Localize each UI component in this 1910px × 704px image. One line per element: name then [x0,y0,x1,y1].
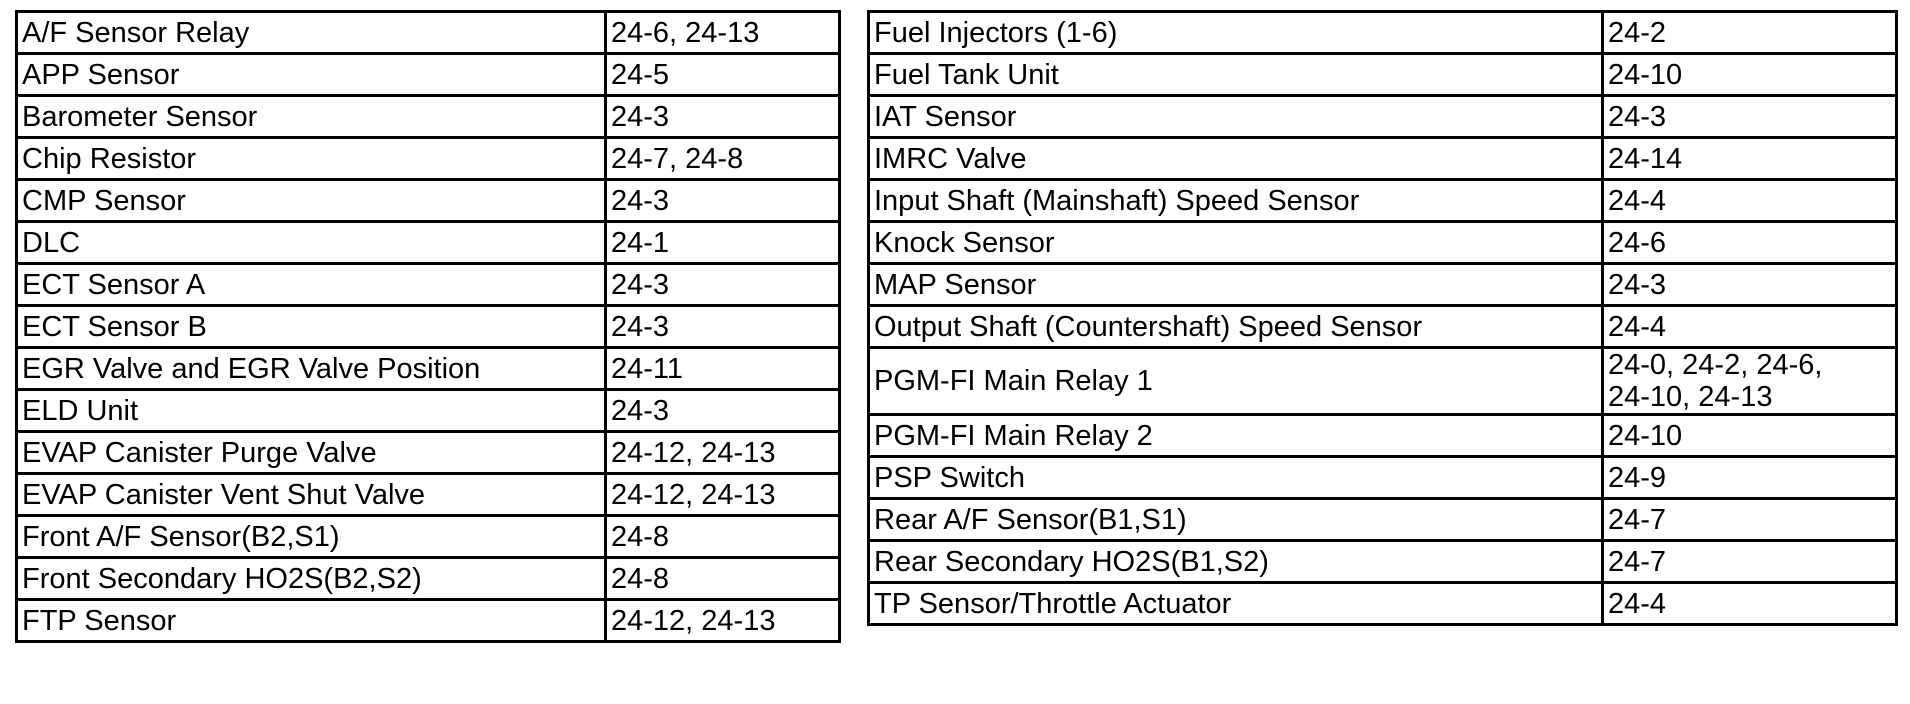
component-name: Output Shaft (Countershaft) Speed Sensor [867,304,1604,349]
table-row: Knock Sensor 24-6 [867,220,1898,265]
table-row: Chip Resistor 24-7, 24-8 [15,136,841,181]
page-reference: 24-6, 24-13 [604,10,841,55]
component-name: APP Sensor [15,52,607,97]
table-row: IMRC Valve 24-14 [867,136,1898,181]
page-reference: 24-7 [1601,539,1898,584]
component-name: Input Shaft (Mainshaft) Speed Sensor [867,178,1604,223]
component-name: IMRC Valve [867,136,1604,181]
component-name: Front Secondary HO2S(B2,S2) [15,556,607,601]
component-name: PSP Switch [867,455,1604,500]
component-name: MAP Sensor [867,262,1604,307]
page-reference: 24-11 [604,346,841,391]
page-reference-line: 24-0, 24-2, 24-6, [1608,349,1823,381]
page-reference: 24-4 [1601,304,1898,349]
table-row: EGR Valve and EGR Valve Position 24-11 [15,346,841,391]
table-row: FTP Sensor 24-12, 24-13 [15,598,841,643]
table-row: APP Sensor 24-5 [15,52,841,97]
component-name: Chip Resistor [15,136,607,181]
table-row: Rear Secondary HO2S(B1,S2) 24-7 [867,539,1898,584]
page-reference: 24-7, 24-8 [604,136,841,181]
table-row: MAP Sensor 24-3 [867,262,1898,307]
page-reference: 24-12, 24-13 [604,430,841,475]
page-reference: 24-6 [1601,220,1898,265]
page-reference: 24-1 [604,220,841,265]
page-reference: 24-8 [604,556,841,601]
component-name: ECT Sensor A [15,262,607,307]
table-row: DLC 24-1 [15,220,841,265]
table-row: PGM-FI Main Relay 2 24-10 [867,413,1898,458]
page-reference: 24-10 [1601,413,1898,458]
table-row: Fuel Tank Unit 24-10 [867,52,1898,97]
page-reference: 24-10 [1601,52,1898,97]
page-reference: 24-3 [1601,262,1898,307]
component-name: PGM-FI Main Relay 1 [867,346,1604,416]
table-row: EVAP Canister Purge Valve 24-12, 24-13 [15,430,841,475]
component-name: Barometer Sensor [15,94,607,139]
table-row: IAT Sensor 24-3 [867,94,1898,139]
page-reference: 24-4 [1601,581,1898,626]
component-name: FTP Sensor [15,598,607,643]
table-row: CMP Sensor 24-3 [15,178,841,223]
table-row: TP Sensor/Throttle Actuator 24-4 [867,581,1898,626]
table-row: Input Shaft (Mainshaft) Speed Sensor 24-4 [867,178,1898,223]
component-index-table-left: A/F Sensor Relay 24-6, 24-13 APP Sensor 24-… [15,10,841,643]
component-name: Knock Sensor [867,220,1604,265]
component-name: PGM-FI Main Relay 2 [867,413,1604,458]
page-reference: 24-9 [1601,455,1898,500]
page-reference: 24-3 [604,178,841,223]
page-reference: 24-14 [1601,136,1898,181]
page-reference: 24-3 [604,262,841,307]
table-row: Fuel Injectors (1-6) 24-2 [867,10,1898,55]
page-reference: 24-7 [1601,497,1898,542]
page-reference-line: 24-10, 24-13 [1608,381,1773,413]
page-reference: 24-3 [604,94,841,139]
component-index-table-right: Fuel Injectors (1-6) 24-2 Fuel Tank Unit 24… [867,10,1898,626]
component-name: TP Sensor/Throttle Actuator [867,581,1604,626]
component-name: EVAP Canister Vent Shut Valve [15,472,607,517]
page-reference: 24-2 [1601,10,1898,55]
page-reference: 24-4 [1601,178,1898,223]
component-name: CMP Sensor [15,178,607,223]
component-name: DLC [15,220,607,265]
table-row: Barometer Sensor 24-3 [15,94,841,139]
table-row: Front A/F Sensor(B2,S1) 24-8 [15,514,841,559]
table-row: ECT Sensor B 24-3 [15,304,841,349]
page-reference: 24-3 [604,304,841,349]
component-name: EGR Valve and EGR Valve Position [15,346,607,391]
page-reference: 24-3 [604,388,841,433]
component-name: Front A/F Sensor(B2,S1) [15,514,607,559]
component-name: EVAP Canister Purge Valve [15,430,607,475]
component-name: Rear Secondary HO2S(B1,S2) [867,539,1604,584]
page-reference: 24-0, 24-2, 24-6, 24-10, 24-13 [1601,346,1898,416]
table-row: EVAP Canister Vent Shut Valve 24-12, 24-1… [15,472,841,517]
component-name: Fuel Injectors (1-6) [867,10,1604,55]
table-row: ELD Unit 24-3 [15,388,841,433]
page-reference: 24-5 [604,52,841,97]
table-row: Front Secondary HO2S(B2,S2) 24-8 [15,556,841,601]
table-row: Rear A/F Sensor(B1,S1) 24-7 [867,497,1898,542]
page-reference: 24-12, 24-13 [604,472,841,517]
component-name: A/F Sensor Relay [15,10,607,55]
table-row: Output Shaft (Countershaft) Speed Sensor… [867,304,1898,349]
table-row: ECT Sensor A 24-3 [15,262,841,307]
table-row: PSP Switch 24-9 [867,455,1898,500]
component-name: Fuel Tank Unit [867,52,1604,97]
page-reference: 24-12, 24-13 [604,598,841,643]
table-row: A/F Sensor Relay 24-6, 24-13 [15,10,841,55]
component-name: Rear A/F Sensor(B1,S1) [867,497,1604,542]
component-name: IAT Sensor [867,94,1604,139]
component-name: ECT Sensor B [15,304,607,349]
component-name: ELD Unit [15,388,607,433]
page-reference: 24-8 [604,514,841,559]
page-reference: 24-3 [1601,94,1898,139]
